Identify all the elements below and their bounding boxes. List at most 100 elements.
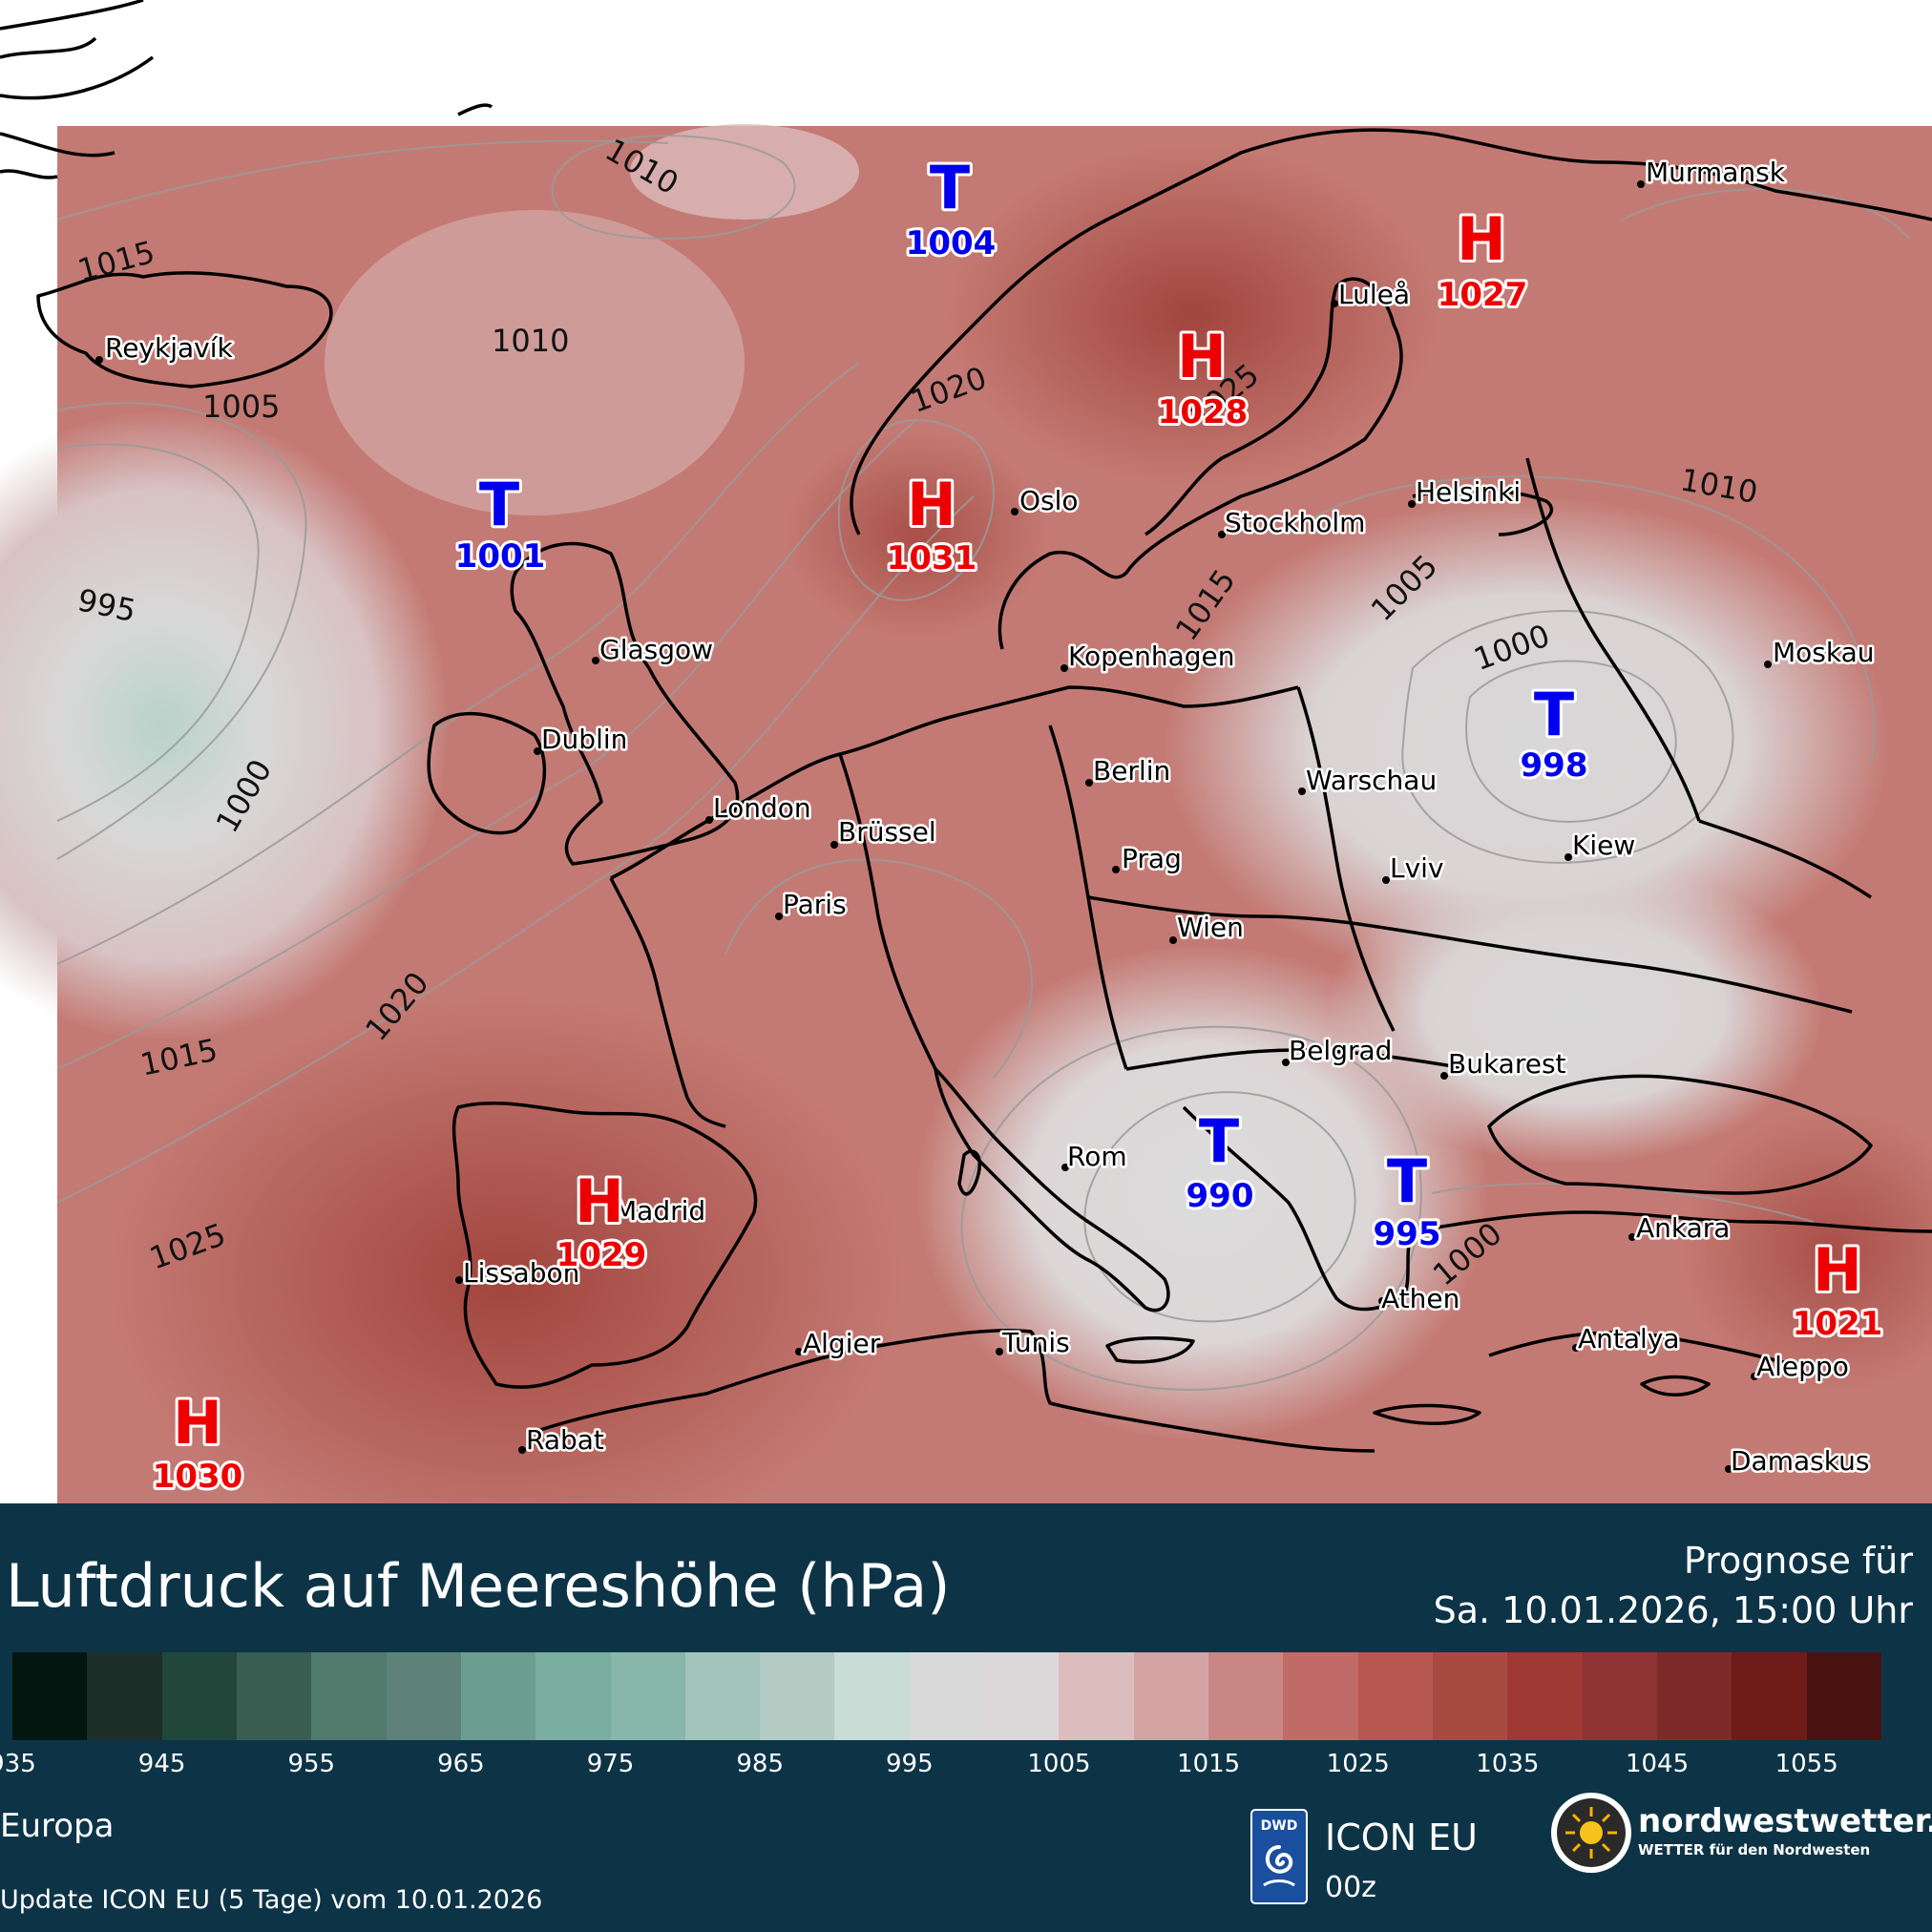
pressure-system-value: 1028	[1158, 393, 1249, 431]
city-marker: Rabat	[518, 1422, 606, 1459]
color-scale-segment	[87, 1652, 162, 1740]
model-name: ICON EU	[1325, 1816, 1478, 1858]
city-label: Lviv	[1390, 852, 1444, 884]
city-marker: Damaskus	[1725, 1443, 1872, 1480]
color-scale-segment	[460, 1652, 536, 1740]
city-label: Rabat	[526, 1424, 604, 1456]
pressure-system-letter: T	[1199, 1106, 1239, 1176]
color-scale-tick: 945	[137, 1750, 186, 1778]
chart-title: Luftdruck auf Meereshöhe (hPa)	[6, 1551, 951, 1621]
isobars	[56, 135, 1910, 1391]
city-label: Aleppo	[1756, 1351, 1849, 1382]
city-marker: Madrid	[609, 1193, 708, 1229]
city-label: Paris	[783, 889, 847, 920]
pressure-system-letter: H	[907, 470, 956, 539]
dwd-logo-text: DWD	[1261, 1818, 1298, 1834]
region-label: Europa	[0, 1807, 115, 1845]
city-marker: Murmansk	[1637, 155, 1788, 191]
forecast-label: Prognose für	[1683, 1540, 1913, 1582]
city-marker: Helsinki	[1408, 474, 1523, 511]
color-scale-segment	[12, 1652, 88, 1740]
pressure-system-letter: H	[1177, 322, 1227, 391]
pressure-system-letter: T	[930, 153, 970, 222]
pressure-system-value: 1031	[887, 539, 977, 578]
city-marker: Athen	[1378, 1281, 1462, 1317]
city-marker: Belgrad	[1282, 1033, 1395, 1069]
city-label: Lissabon	[463, 1257, 579, 1289]
color-scale-segment	[760, 1652, 835, 1740]
city-marker: Luleå	[1331, 277, 1413, 313]
model-run: 00z	[1325, 1871, 1376, 1904]
color-scale-segment	[1806, 1652, 1881, 1740]
city-label: Bukarest	[1448, 1048, 1566, 1080]
city-marker: Warschau	[1298, 763, 1439, 799]
city-label: Antalya	[1578, 1323, 1680, 1354]
pressure-system-value: 1030	[153, 1458, 243, 1496]
city-label: Madrid	[614, 1195, 705, 1227]
pressure-system-letter: T	[1387, 1146, 1427, 1216]
pressure-system-value: 990	[1186, 1177, 1254, 1215]
color-scale-segment	[610, 1652, 685, 1740]
pressure-system-value: 998	[1521, 746, 1588, 785]
cities: Murmansk Luleå Reykjavík Oslo Stockholm …	[95, 155, 1877, 1480]
color-scale-tick: 1035	[1476, 1750, 1540, 1778]
city-marker: Ankara	[1628, 1210, 1732, 1247]
city-marker: Lissabon	[455, 1255, 582, 1292]
color-scale-tick: 965	[437, 1750, 485, 1778]
color-scale-tick: 1015	[1177, 1750, 1241, 1778]
city-marker: Paris	[775, 887, 849, 923]
color-scale-segment	[1357, 1652, 1433, 1740]
pressure-system-value: 995	[1374, 1215, 1441, 1253]
color-scale-tick: 1025	[1326, 1750, 1390, 1778]
city-label: Athen	[1381, 1283, 1460, 1314]
city-marker: Reykjavík	[95, 330, 236, 367]
color-scale-ticks: 935 945 955 965 975 985 995 1005 1015 1025 1035 104…	[0, 1750, 1932, 1788]
city-marker: Lviv	[1382, 850, 1446, 887]
pressure-system-letter: H	[575, 1166, 624, 1236]
city-label: Reykjavík	[105, 332, 233, 364]
color-scale-segment	[1582, 1652, 1657, 1740]
sun-logo-icon	[1551, 1793, 1631, 1873]
color-scale-segment	[984, 1652, 1060, 1740]
color-scale-segment	[1732, 1652, 1807, 1740]
color-scale-segment	[311, 1652, 387, 1740]
color-scale-segment	[536, 1652, 611, 1740]
city-marker: Stockholm	[1218, 505, 1368, 541]
pressure-system-value: 1021	[1793, 1305, 1883, 1343]
pressure-system-letter: T	[1534, 680, 1574, 749]
info-panel: Luftdruck auf Meereshöhe (hPa) Prognose …	[0, 1503, 1932, 1932]
city-label: Prag	[1122, 843, 1182, 874]
color-scale-segment	[1432, 1652, 1508, 1740]
color-scale-tick: 975	[586, 1750, 635, 1778]
pressure-system-value: 1001	[455, 537, 546, 576]
city-label: Rom	[1067, 1141, 1127, 1172]
color-scale-segment	[1208, 1652, 1284, 1740]
color-scale-segment	[834, 1652, 910, 1740]
city-label: Moskau	[1773, 637, 1875, 668]
color-scale-segment	[386, 1652, 461, 1740]
city-marker: Rom	[1061, 1139, 1129, 1175]
color-scale-tick: 985	[736, 1750, 785, 1778]
city-label: Ankara	[1636, 1212, 1730, 1244]
color-scale-segment	[1507, 1652, 1583, 1740]
city-label: Brüssel	[838, 816, 936, 848]
color-scale-tick: 935	[0, 1750, 36, 1778]
color-scale-segment	[909, 1652, 985, 1740]
city-label: Warschau	[1306, 765, 1437, 796]
city-marker: Aleppo	[1751, 1349, 1851, 1385]
color-scale-segment	[1133, 1652, 1208, 1740]
pressure-system-letter: H	[1457, 204, 1506, 274]
city-marker: Kiew	[1564, 828, 1638, 864]
city-label: Belgrad	[1289, 1035, 1392, 1066]
color-scale-segment	[1656, 1652, 1732, 1740]
city-marker: Brüssel	[830, 814, 938, 850]
isobar-label: 1005	[202, 388, 280, 425]
color-scale-segment	[684, 1652, 761, 1740]
pressure-map: 1010 1015 1010 1005 1020 1025 995 1000 1…	[0, 0, 1932, 1503]
